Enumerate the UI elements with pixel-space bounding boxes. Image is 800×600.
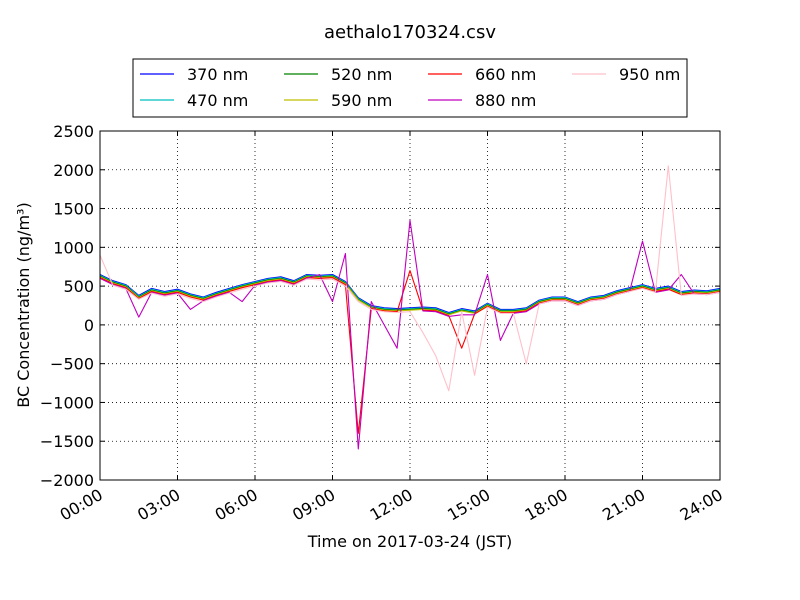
- series-line: [99, 165, 721, 392]
- y-tick-label: 2000: [53, 161, 94, 180]
- legend-label: 950 nm: [619, 65, 680, 84]
- y-tick-label: 2500: [53, 122, 94, 141]
- legend: 370 nm 470 nm 520 nm 590 nm 660 nm 880 nm 950 …: [132, 58, 688, 118]
- y-tick-label: 0: [84, 316, 94, 335]
- x-tick-label: 00:00: [57, 485, 106, 525]
- legend-label: 520 nm: [331, 65, 392, 84]
- x-tick-label: 12:00: [367, 485, 416, 525]
- y-axis-label: BC Concentration (ng/m³): [14, 202, 33, 407]
- y-tick-label: −500: [50, 355, 94, 374]
- series-line: [99, 219, 721, 450]
- y-tick-label: 500: [63, 277, 94, 296]
- x-tick-label: 03:00: [134, 485, 183, 525]
- legend-label: 470 nm: [187, 91, 248, 110]
- y-tick-label: −1500: [40, 432, 94, 451]
- legend-frame: [132, 58, 688, 118]
- x-axis-label: Time on 2017-03-24 (JST): [307, 532, 512, 551]
- series-line: [99, 276, 721, 316]
- x-tick-label: 06:00: [212, 485, 261, 525]
- y-tick-label: −1000: [40, 393, 94, 412]
- y-tick-label: 1000: [53, 238, 94, 257]
- legend-label: 660 nm: [475, 65, 536, 84]
- legend-label: 370 nm: [187, 65, 248, 84]
- grid: [100, 131, 720, 480]
- series-line: [99, 274, 721, 314]
- series-line: [99, 273, 721, 314]
- x-tick-label: 18:00: [522, 485, 571, 525]
- y-tick-label: −2000: [40, 471, 94, 490]
- y-tick-label: 1500: [53, 200, 94, 219]
- series-layer: [99, 165, 721, 450]
- x-tick-label: 09:00: [289, 485, 338, 525]
- chart-title: aethalo170324.csv: [324, 22, 496, 43]
- x-tick-label: 24:00: [677, 485, 726, 525]
- legend-label: 880 nm: [475, 91, 536, 110]
- x-tick-label: 21:00: [599, 485, 648, 525]
- series-line: [99, 270, 721, 435]
- series-line: [99, 275, 721, 315]
- legend-label: 590 nm: [331, 91, 392, 110]
- x-tick-label: 15:00: [444, 485, 493, 525]
